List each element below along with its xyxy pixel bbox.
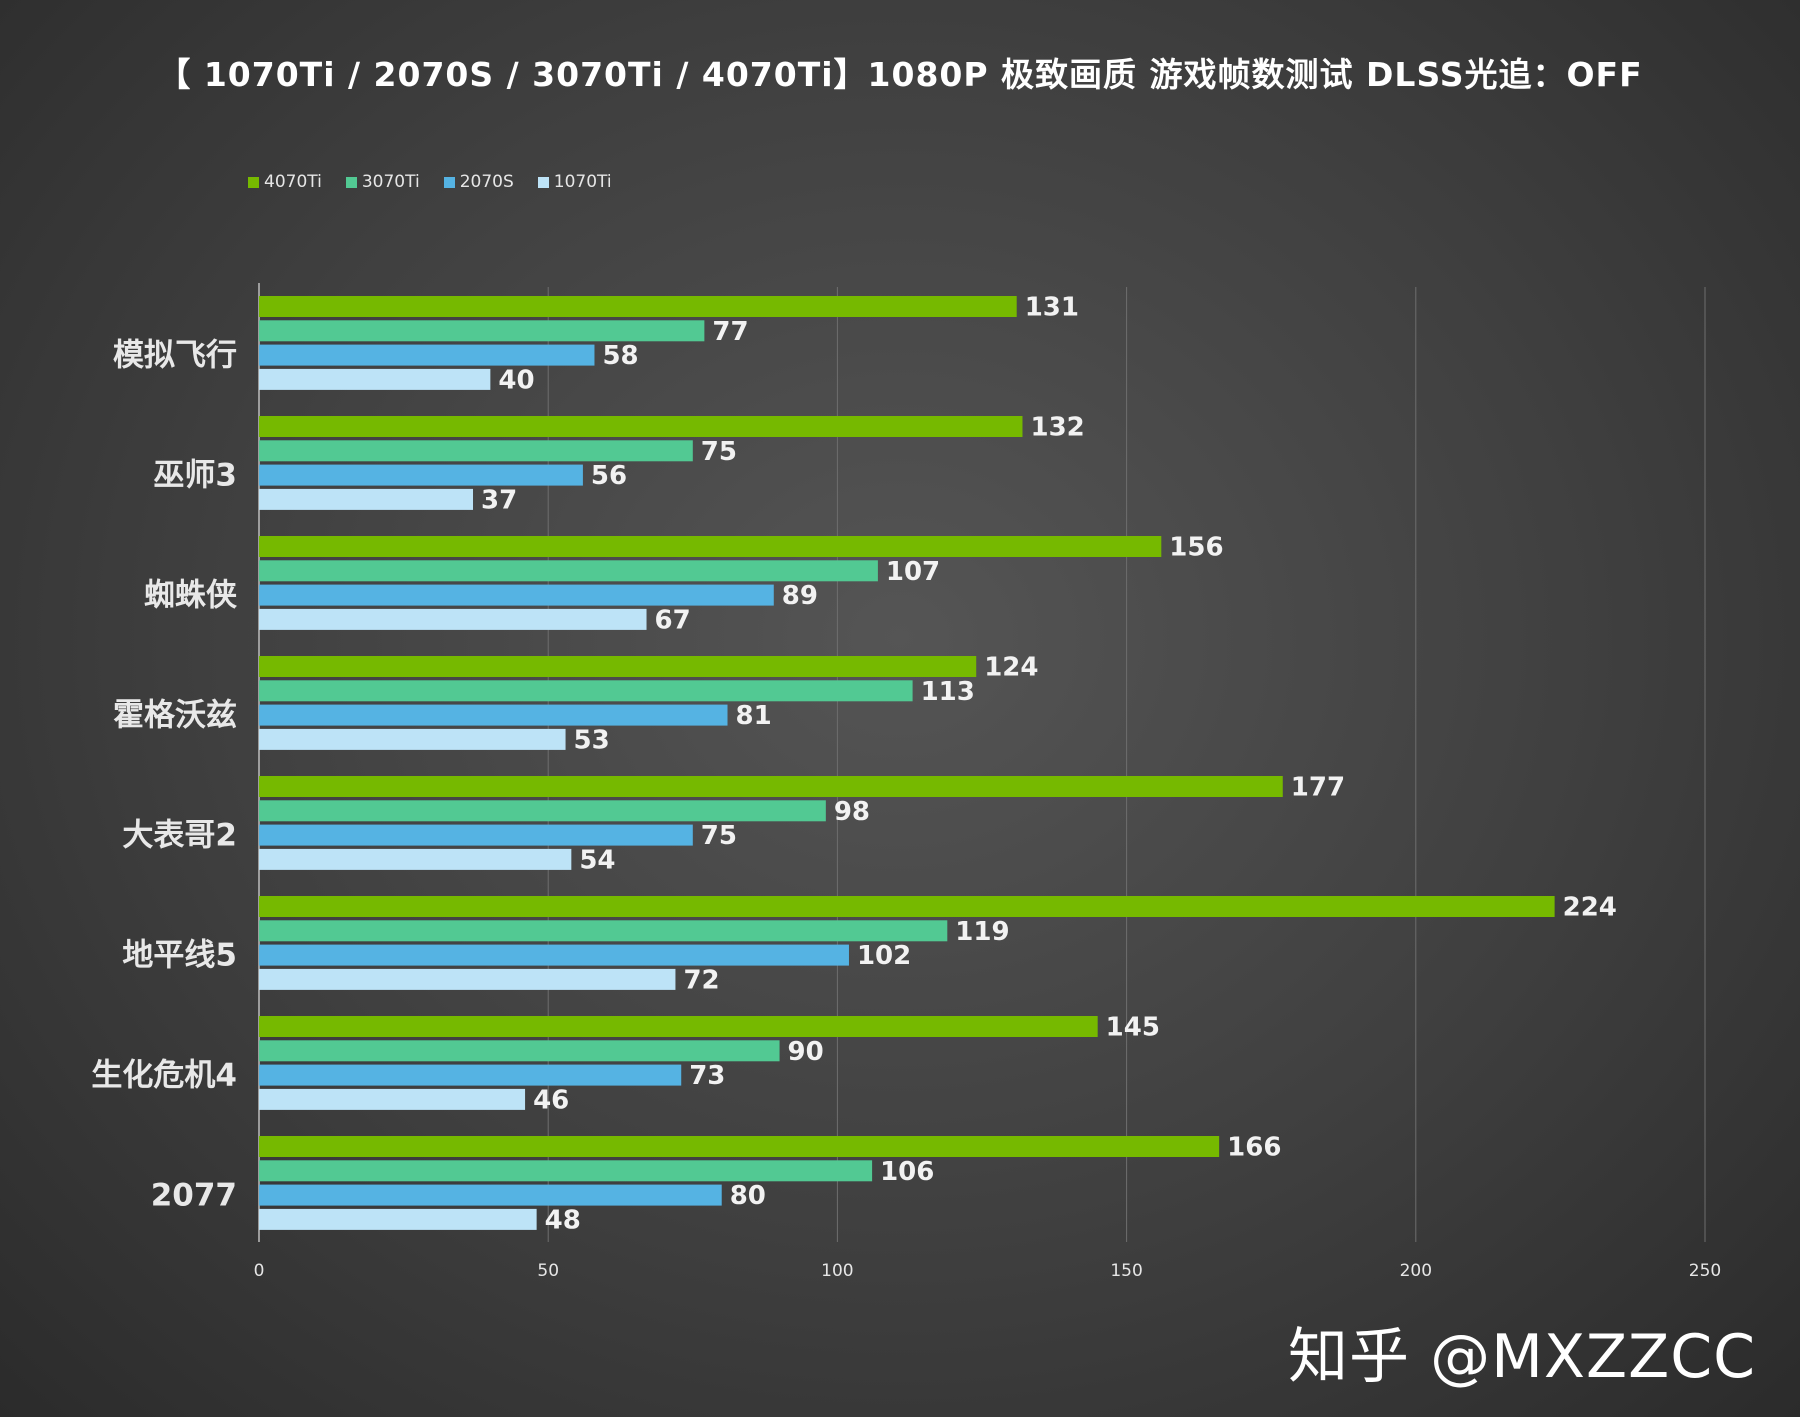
data-label: 53 <box>574 725 610 755</box>
y-category-label: 霍格沃兹 <box>113 698 237 734</box>
bar <box>259 344 595 366</box>
bar <box>259 1208 537 1230</box>
bar <box>259 368 491 390</box>
bar <box>259 416 1023 437</box>
data-label: 156 <box>1169 533 1223 563</box>
data-label: 56 <box>591 461 627 491</box>
bar <box>259 488 474 510</box>
bar <box>259 608 647 630</box>
data-label: 46 <box>533 1085 569 1115</box>
bar <box>259 1136 1220 1157</box>
x-tick-label: 0 <box>254 1261 265 1281</box>
legend-label: 4070Ti <box>264 172 322 192</box>
bar <box>259 704 728 726</box>
data-label: 37 <box>481 485 517 515</box>
legend-label: 1070Ti <box>553 172 612 192</box>
data-label: 75 <box>701 821 737 851</box>
data-label: 75 <box>701 437 737 467</box>
bar <box>259 1088 526 1110</box>
y-category-label: 蜘蛛侠 <box>144 578 238 614</box>
bar <box>259 1040 780 1062</box>
legend-label: 3070Ti <box>361 172 420 192</box>
data-label: 67 <box>655 605 691 635</box>
bar <box>259 1160 873 1182</box>
y-category-label: 生化危机4 <box>91 1058 237 1094</box>
bar <box>259 728 566 750</box>
legend: 4070Ti 3070Ti 2070S 1070Ti <box>248 172 612 192</box>
data-label: 119 <box>955 917 1009 947</box>
legend-swatch <box>443 176 455 188</box>
y-category-label: 2077 <box>151 1178 237 1214</box>
data-label: 124 <box>984 653 1038 683</box>
bar <box>259 968 676 990</box>
bar <box>259 1184 722 1206</box>
x-tick-label: 50 <box>537 1261 559 1281</box>
bar <box>259 776 1283 797</box>
data-label: 89 <box>782 581 818 611</box>
y-category-label: 大表哥2 <box>122 818 237 854</box>
y-category-label: 巫师3 <box>153 458 237 494</box>
bar <box>259 824 693 846</box>
x-tick-label: 100 <box>821 1261 853 1281</box>
bar <box>259 656 977 677</box>
data-label: 113 <box>921 677 975 707</box>
legend-item: 3070Ti <box>345 172 420 192</box>
x-tick-label: 200 <box>1400 1261 1432 1281</box>
data-label: 48 <box>545 1205 581 1235</box>
data-label: 177 <box>1291 773 1345 803</box>
bar <box>259 944 849 966</box>
data-label: 40 <box>498 365 534 395</box>
y-category-label: 模拟飞行 <box>113 338 237 374</box>
data-label: 145 <box>1106 1013 1160 1043</box>
legend-item: 4070Ti <box>248 172 322 192</box>
bar <box>259 464 583 486</box>
data-label: 106 <box>880 1157 934 1187</box>
bar <box>259 560 878 582</box>
legend-item: 1070Ti <box>537 172 612 192</box>
x-tick-label: 150 <box>1110 1261 1142 1281</box>
legend-swatch <box>345 176 357 188</box>
x-tick-label: 250 <box>1689 1261 1721 1281</box>
y-category-label: 地平线5 <box>122 938 237 974</box>
legend-label: 2070S <box>459 172 514 192</box>
data-label: 107 <box>886 557 940 587</box>
bar <box>259 440 693 462</box>
data-label: 80 <box>730 1181 766 1211</box>
legend-item: 2070S <box>443 172 514 192</box>
legend-swatch <box>537 176 549 188</box>
bar <box>259 296 1017 317</box>
chart-title: 【 1070Ti / 2070S / 3070Ti / 4070Ti】1080P… <box>157 55 1643 94</box>
data-label: 166 <box>1227 1133 1281 1163</box>
bar <box>259 848 572 870</box>
watermark: 知乎 @MXZZCC <box>1288 1322 1756 1392</box>
legend-swatch <box>248 176 259 188</box>
data-label: 72 <box>683 965 719 995</box>
data-label: 81 <box>736 701 772 731</box>
data-label: 132 <box>1030 413 1084 443</box>
bar <box>259 920 948 942</box>
data-label: 58 <box>602 341 638 371</box>
data-label: 131 <box>1025 293 1079 323</box>
bar <box>259 1064 682 1086</box>
bar <box>259 680 913 702</box>
bar <box>259 536 1162 557</box>
data-label: 77 <box>712 317 748 347</box>
data-label: 224 <box>1563 893 1617 923</box>
data-label: 102 <box>857 941 911 971</box>
bar <box>259 1016 1098 1037</box>
bar <box>259 896 1555 917</box>
data-label: 73 <box>689 1061 725 1091</box>
bar <box>259 320 705 342</box>
data-label: 98 <box>834 797 870 827</box>
bar <box>259 800 826 822</box>
data-label: 90 <box>788 1037 824 1067</box>
bar <box>259 584 774 606</box>
data-label: 54 <box>579 845 615 875</box>
